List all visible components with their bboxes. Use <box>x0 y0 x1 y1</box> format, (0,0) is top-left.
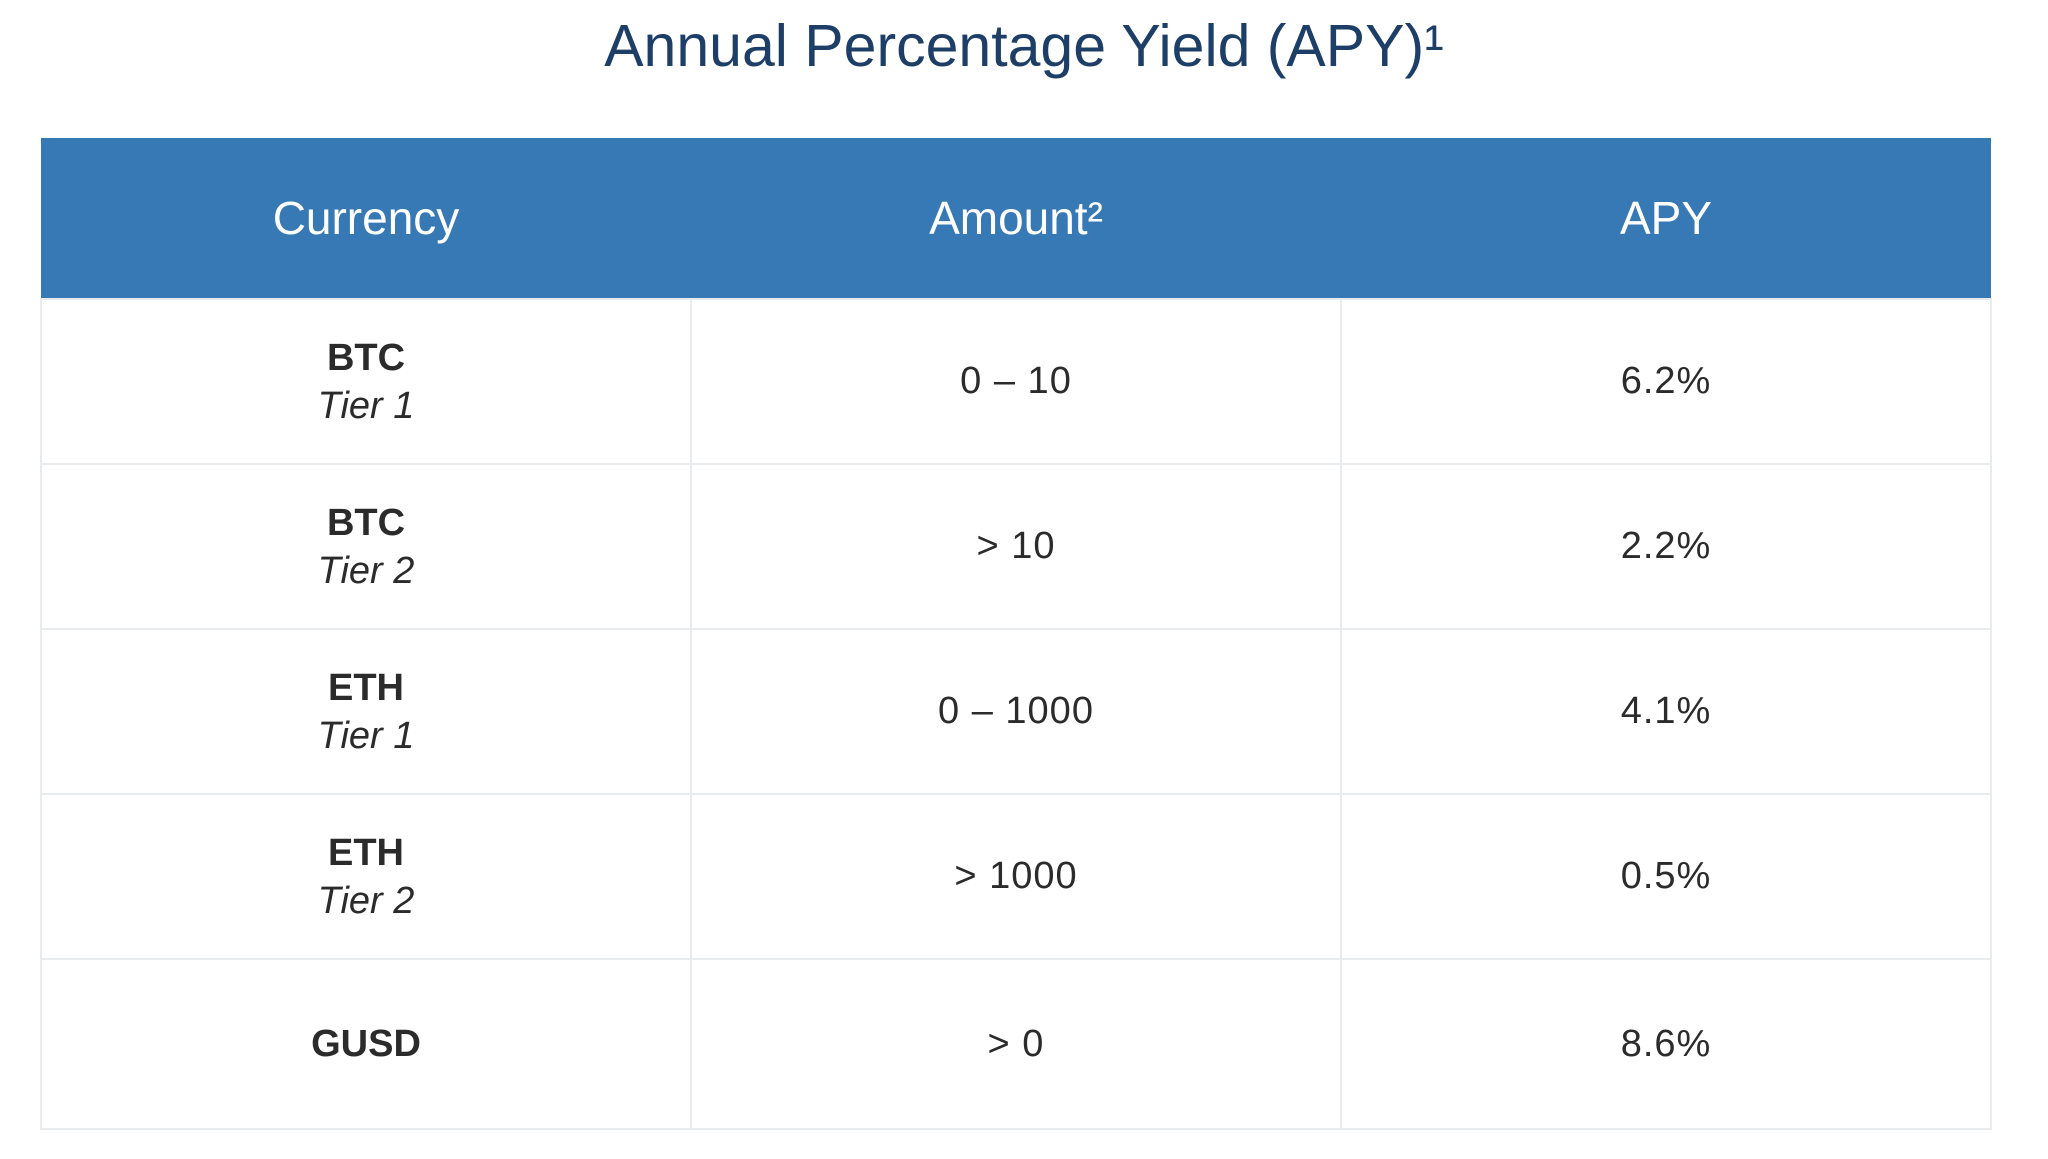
apy-value: 8.6% <box>1620 1022 1712 1065</box>
header-currency: Currency <box>41 138 691 299</box>
table-row: BTC Tier 1 0 – 10 6.2% <box>40 298 1992 465</box>
currency-tier: Tier 2 <box>317 549 415 592</box>
currency-cell: GUSD <box>40 958 692 1130</box>
amount-value: 0 – 10 <box>960 360 1072 402</box>
table-row: ETH Tier 2 > 1000 0.5% <box>40 793 1992 960</box>
apy-cell: 2.2% <box>1340 463 1992 630</box>
amount-cell: 0 – 10 <box>690 298 1342 465</box>
apy-cell: 0.5% <box>1340 793 1992 960</box>
table-body: BTC Tier 1 0 – 10 6.2% BTC Tier 2 > 10 2… <box>40 298 1992 1130</box>
currency-cell: ETH Tier 1 <box>40 628 692 795</box>
header-amount: Amount² <box>691 138 1341 299</box>
currency-name: BTC <box>326 501 406 544</box>
table-row: BTC Tier 2 > 10 2.2% <box>40 463 1992 630</box>
table-header-row: Currency Amount² APY <box>41 138 1991 299</box>
table-row: ETH Tier 1 0 – 1000 4.1% <box>40 628 1992 795</box>
header-apy: APY <box>1341 138 1991 299</box>
currency-tier: Tier 1 <box>317 714 415 757</box>
amount-cell: 0 – 1000 <box>690 628 1342 795</box>
amount-value: 0 – 1000 <box>938 690 1094 732</box>
currency-cell: BTC Tier 1 <box>40 298 692 465</box>
table-header: Currency Amount² APY <box>41 138 1991 299</box>
amount-value: > 10 <box>976 525 1056 567</box>
currency-name: GUSD <box>311 1023 421 1065</box>
apy-cell: 6.2% <box>1340 298 1992 465</box>
page-title: Annual Percentage Yield (APY)¹ <box>604 13 1444 79</box>
currency-cell: ETH Tier 2 <box>40 793 692 960</box>
amount-value: > 1000 <box>954 855 1078 897</box>
apy-table: Currency Amount² APY BTC Tier 1 0 – 10 6… <box>40 138 1992 1130</box>
currency-name: ETH <box>328 831 404 874</box>
apy-cell: 4.1% <box>1340 628 1992 795</box>
apy-value: 6.2% <box>1620 360 1712 402</box>
currency-name: BTC <box>326 336 406 379</box>
currency-tier: Tier 1 <box>317 384 415 427</box>
apy-value: 2.2% <box>1620 525 1712 567</box>
apy-value: 4.1% <box>1620 690 1712 732</box>
currency-cell: BTC Tier 2 <box>40 463 692 630</box>
currency-tier: Tier 2 <box>317 879 415 922</box>
apy-cell: 8.6% <box>1340 958 1992 1130</box>
amount-cell: > 10 <box>690 463 1342 630</box>
amount-value: > 0 <box>987 1022 1045 1065</box>
apy-table-container: Currency Amount² APY BTC Tier 1 0 – 10 6… <box>40 138 1992 1130</box>
apy-value: 0.5% <box>1620 855 1712 897</box>
amount-cell: > 0 <box>690 958 1342 1130</box>
currency-name: ETH <box>328 666 404 709</box>
amount-cell: > 1000 <box>690 793 1342 960</box>
table-row: GUSD > 0 8.6% <box>40 958 1992 1130</box>
